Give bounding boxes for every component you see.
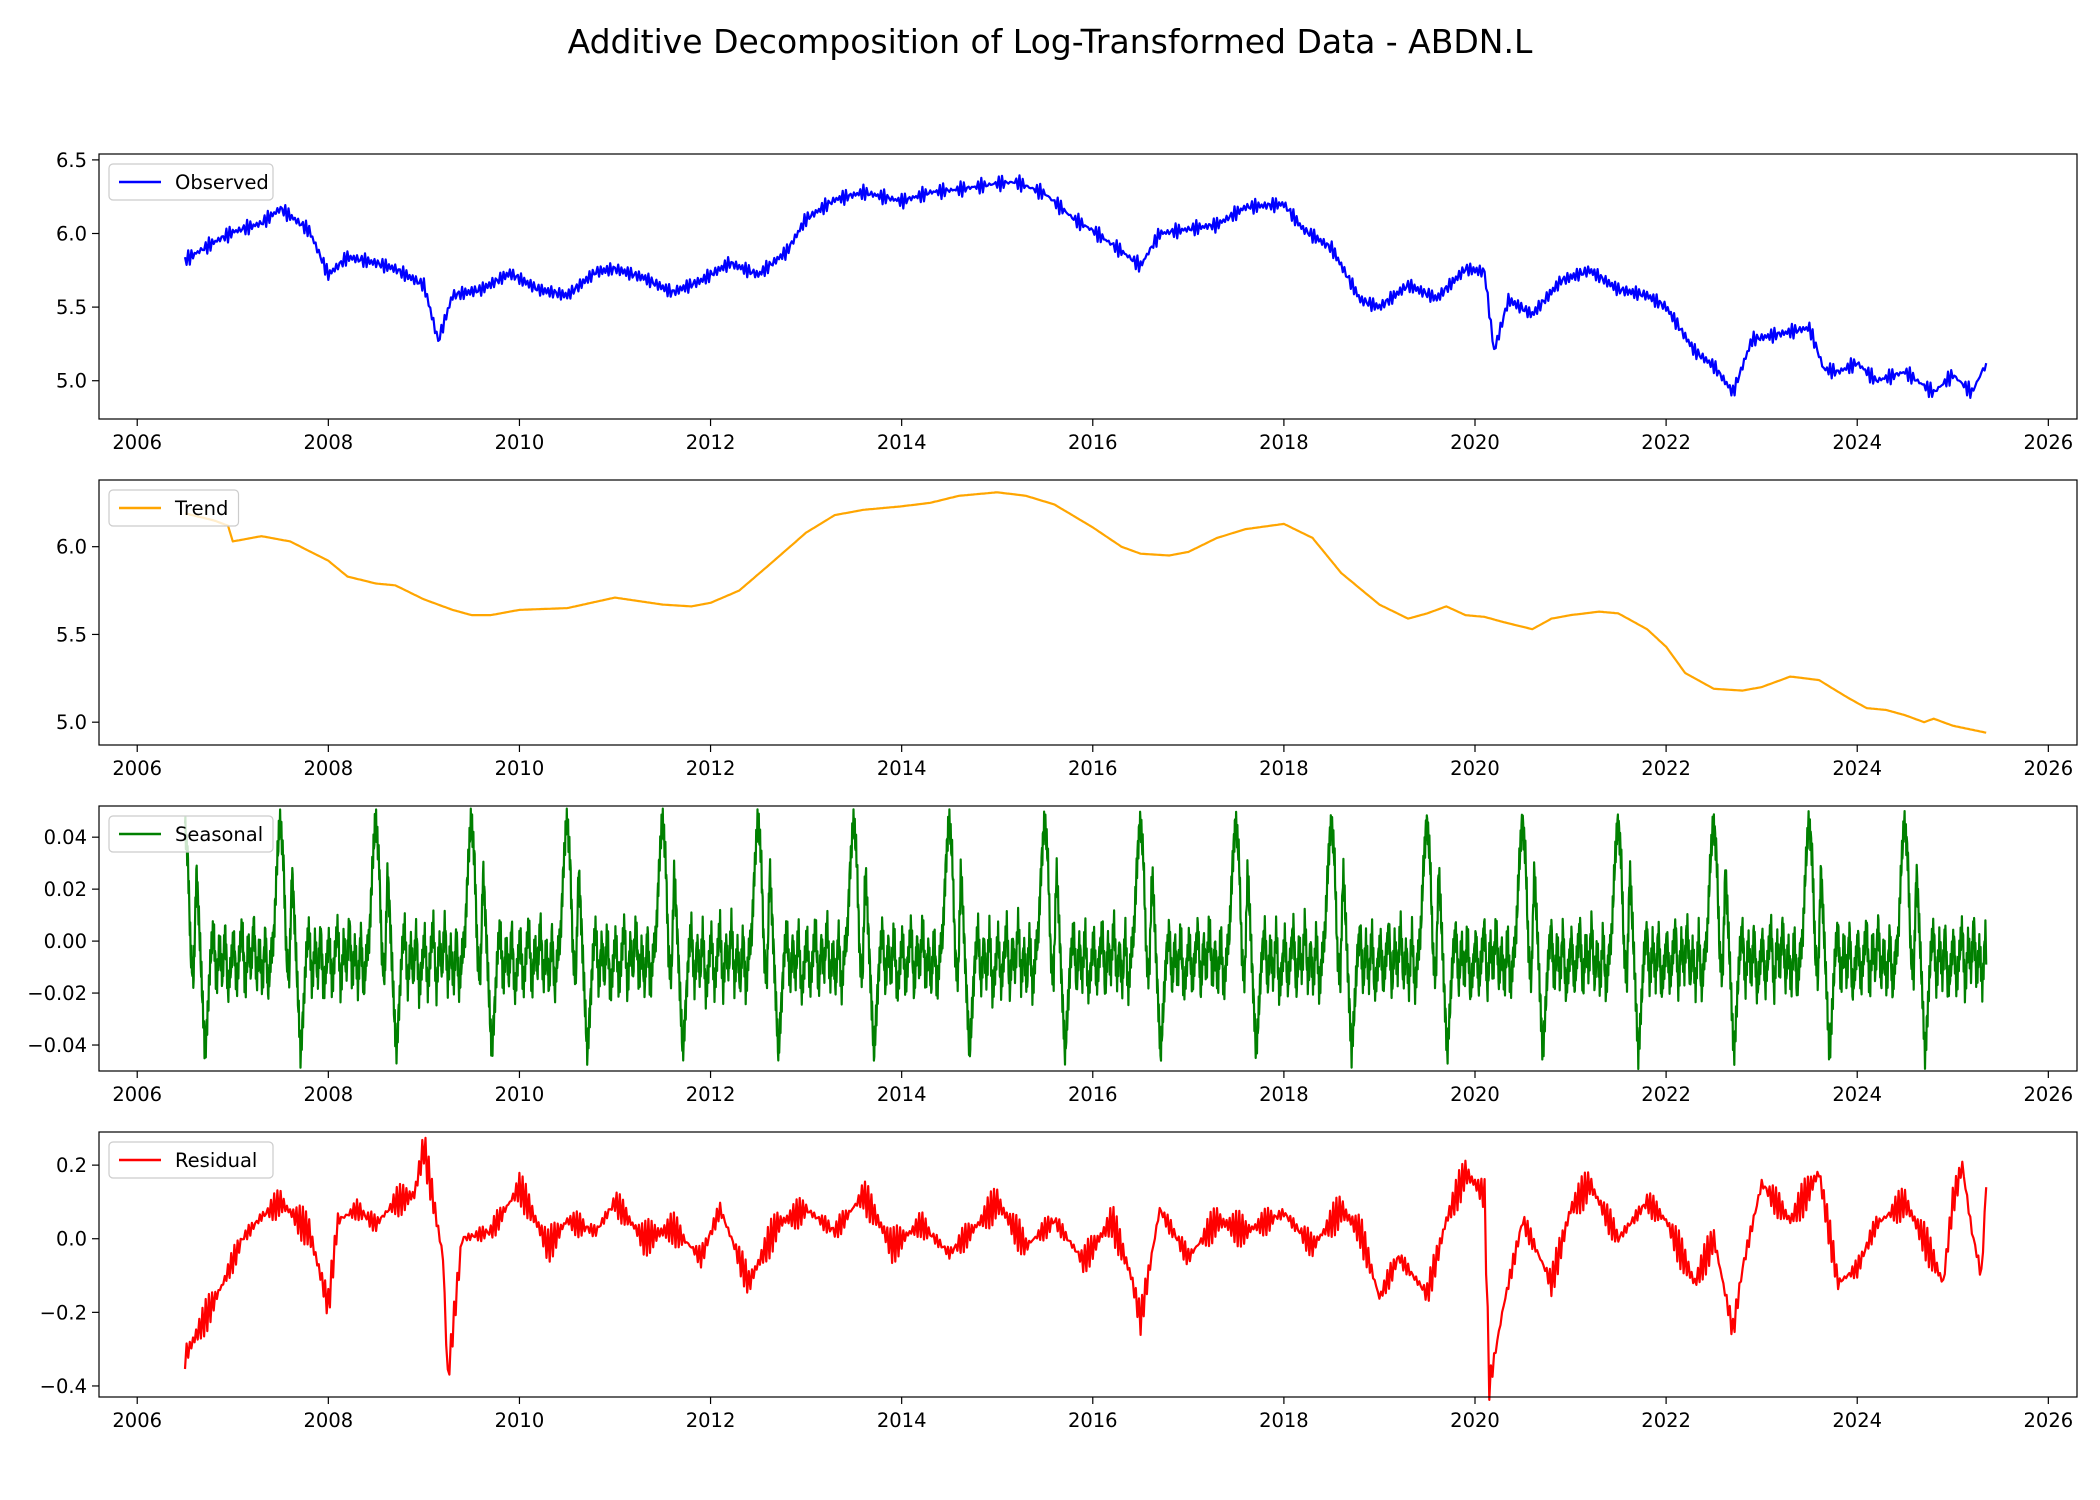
x-tick-label-residual: 2022 [1641,1409,1691,1432]
x-tick-label-seasonal: 2014 [877,1083,927,1106]
axes-frame-observed [98,153,2078,420]
x-tick-label-seasonal: 2008 [304,1083,354,1106]
x-tick-label-seasonal: 2020 [1450,1083,1500,1106]
x-tick-label-residual: 2024 [1832,1409,1882,1432]
x-tick-label-seasonal: 2012 [686,1083,736,1106]
x-tick-label-trend: 2020 [1450,757,1500,780]
y-tick-label-seasonal: 0.02 [44,878,87,901]
y-tick-label-residual: 0.0 [56,1228,87,1251]
y-tick-label-seasonal: 0.00 [44,930,87,953]
legend-label-observed: Observed [175,171,269,194]
x-tick-label-seasonal: 2022 [1641,1083,1691,1106]
y-tick-label-observed: 6.5 [56,149,87,172]
x-tick-label-observed: 2022 [1641,431,1691,454]
x-tick-label-observed: 2020 [1450,431,1500,454]
x-tick-label-residual: 2020 [1450,1409,1500,1432]
legend-label-seasonal: Seasonal [175,823,263,846]
x-tick-label-residual: 2010 [495,1409,545,1432]
y-tick-label-observed: 5.5 [56,296,87,319]
x-tick-label-seasonal: 2006 [112,1083,162,1106]
x-tick-label-trend: 2008 [304,757,354,780]
x-tick-label-residual: 2008 [304,1409,354,1432]
axes-frame-seasonal [98,805,2078,1072]
x-tick-label-observed: 2006 [112,431,162,454]
y-tick-label-residual: −0.2 [40,1301,87,1324]
legend-label-residual: Residual [175,1149,257,1172]
x-tick-label-residual: 2018 [1259,1409,1309,1432]
x-tick-label-seasonal: 2010 [495,1083,545,1106]
x-tick-label-residual: 2012 [686,1409,736,1432]
series-line-seasonal [183,807,1988,1071]
x-tick-label-seasonal: 2026 [2024,1083,2074,1106]
x-tick-label-trend: 2010 [495,757,545,780]
legend-box-trend [108,489,240,527]
x-tick-label-observed: 2018 [1259,431,1309,454]
figure-title: Additive Decomposition of Log-Transforme… [567,22,1533,61]
axes-frame-residual [98,1131,2078,1398]
x-tick-label-observed: 2016 [1068,431,1118,454]
y-tick-label-seasonal: 0.04 [44,826,87,849]
legend-label-trend: Trend [174,497,228,520]
x-tick-label-residual: 2014 [877,1409,927,1432]
x-tick-label-residual: 2006 [112,1409,162,1432]
legend-box-residual [108,1141,274,1179]
series-line-trend [184,491,1987,734]
y-tick-label-trend: 6.0 [56,536,87,559]
x-tick-label-observed: 2024 [1832,431,1882,454]
x-tick-label-trend: 2014 [877,757,927,780]
y-tick-label-seasonal: −0.04 [27,1034,87,1057]
x-tick-label-observed: 2014 [877,431,927,454]
y-tick-label-trend: 5.0 [56,711,87,734]
x-tick-label-trend: 2006 [112,757,162,780]
x-tick-label-trend: 2024 [1832,757,1882,780]
legend-box-observed [108,163,274,201]
x-tick-label-observed: 2010 [495,431,545,454]
legend-box-seasonal [108,815,274,853]
x-tick-label-observed: 2008 [304,431,354,454]
x-tick-label-trend: 2018 [1259,757,1309,780]
axes-frame-trend [98,479,2078,746]
series-line-residual [183,1136,1988,1401]
series-line-observed [183,174,1988,399]
x-tick-label-observed: 2012 [686,431,736,454]
x-tick-label-trend: 2022 [1641,757,1691,780]
y-tick-label-trend: 5.5 [56,623,87,646]
x-tick-label-trend: 2016 [1068,757,1118,780]
x-tick-label-seasonal: 2018 [1259,1083,1309,1106]
x-tick-label-residual: 2026 [2024,1409,2074,1432]
x-tick-label-seasonal: 2016 [1068,1083,1118,1106]
x-tick-label-trend: 2012 [686,757,736,780]
y-tick-label-residual: −0.4 [40,1375,87,1398]
y-tick-label-residual: 0.2 [56,1154,87,1177]
x-tick-label-seasonal: 2024 [1832,1083,1882,1106]
y-tick-label-observed: 5.0 [56,370,87,393]
y-tick-label-seasonal: −0.02 [27,982,87,1005]
x-tick-label-observed: 2026 [2024,431,2074,454]
y-tick-label-observed: 6.0 [56,223,87,246]
x-tick-label-trend: 2026 [2024,757,2074,780]
x-tick-label-residual: 2016 [1068,1409,1118,1432]
